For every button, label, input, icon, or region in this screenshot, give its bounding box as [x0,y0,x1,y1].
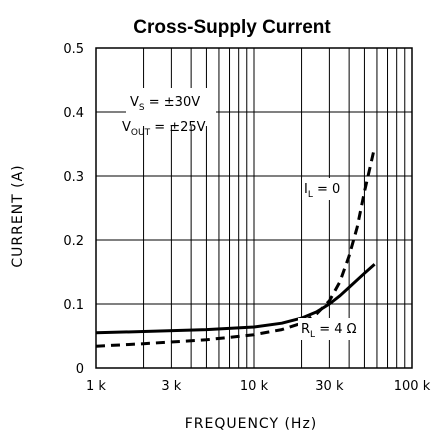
plot-frame [95,47,413,369]
series-line-il0 [95,146,377,348]
y-tick-label: 0.1 [63,298,84,313]
annotation-background [298,318,358,340]
x-tick-label: 3 k [161,379,181,394]
annotation-rl: RL = 4 Ω [301,322,357,340]
annotation-vout: VOUT = ±25V [122,120,206,138]
y-tick-label: 0.4 [63,106,84,121]
x-tick-label: 100 k [394,379,431,394]
y-tick-label: 0.3 [63,170,84,185]
y-tick-label: 0.5 [63,42,84,57]
y-axis-label: CURRENT (A) [10,164,26,267]
y-tick-label: 0.2 [63,234,84,249]
annotation-vs: VS = ±30V [130,95,200,113]
annotation-background [302,178,346,200]
annotation-background [126,88,216,126]
series-group [95,146,377,348]
x-tick-label: 30 k [315,379,344,394]
tick-labels: 1 k 3 k 10 k 30 k 100 k 0 0.1 0.2 0.3 0.4 0.5 [63,42,430,394]
annotation-il: IL = 0 [304,182,340,200]
x-tick-label: 1 k [86,379,106,394]
annotations: VS = ±30V VOUT = ±25V IL = 0 RL = 4 Ω [122,88,358,340]
y-tick-label: 0 [76,362,84,377]
series-line-rl4 [95,263,376,335]
x-tick-label: 10 k [240,379,269,394]
grid [96,48,412,368]
x-axis-label: FREQUENCY (Hz) [185,416,318,432]
chart-title: Cross-Supply Current [133,17,331,38]
